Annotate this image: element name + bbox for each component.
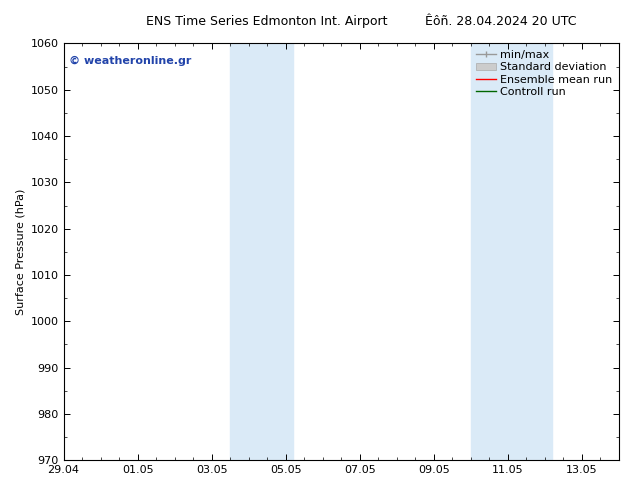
Text: Êôñ. 28.04.2024 20 UTC: Êôñ. 28.04.2024 20 UTC bbox=[425, 15, 576, 28]
Bar bbox=[500, 44, 552, 460]
Bar bbox=[256, 44, 293, 460]
Y-axis label: Surface Pressure (hPa): Surface Pressure (hPa) bbox=[15, 189, 25, 315]
Title: ENS Time Series Edmonton Int. Airport        Êôñ. 28.04.2024 20 UTC: ENS Time Series Edmonton Int. Airport Êô… bbox=[0, 489, 1, 490]
Bar bbox=[471, 44, 500, 460]
Legend: min/max, Standard deviation, Ensemble mean run, Controll run: min/max, Standard deviation, Ensemble me… bbox=[471, 46, 617, 101]
Bar bbox=[230, 44, 256, 460]
Text: ENS Time Series Edmonton Int. Airport: ENS Time Series Edmonton Int. Airport bbox=[146, 15, 387, 28]
Text: © weatheronline.gr: © weatheronline.gr bbox=[69, 56, 191, 66]
